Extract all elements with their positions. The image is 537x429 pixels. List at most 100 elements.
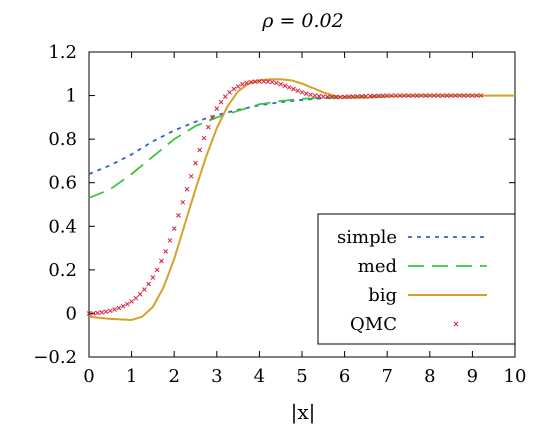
qmc-point bbox=[180, 199, 186, 205]
qmc-point bbox=[380, 93, 386, 99]
qmc-point bbox=[478, 93, 484, 98]
qmc-point bbox=[142, 287, 147, 292]
legend-label-simple: simple bbox=[337, 227, 397, 248]
qmc-point bbox=[244, 80, 249, 86]
qmc-point bbox=[235, 84, 241, 89]
qmc-point bbox=[291, 86, 296, 92]
qmc-point bbox=[346, 94, 352, 100]
legend-box bbox=[317, 213, 516, 345]
y-tick-label: 0.8 bbox=[48, 129, 77, 150]
qmc-point bbox=[278, 81, 284, 87]
qmc-point bbox=[359, 93, 364, 99]
legend-label-med: med bbox=[358, 256, 397, 277]
qmc-point bbox=[355, 94, 360, 99]
x-tick-label: 4 bbox=[254, 366, 265, 387]
qmc-point bbox=[325, 94, 330, 100]
series-line-med bbox=[88, 94, 515, 199]
qmc-point bbox=[129, 299, 134, 304]
qmc-point bbox=[465, 93, 471, 98]
qmc-point bbox=[448, 93, 454, 98]
qmc-point bbox=[303, 91, 309, 96]
x-tick-label: 5 bbox=[296, 366, 307, 387]
qmc-point bbox=[120, 303, 126, 309]
qmc-point bbox=[222, 94, 228, 100]
y-tick-label: 0.6 bbox=[48, 173, 77, 194]
axes-layer: 0 1 2 3 4 5 6 7 8 9 10 −0.2 0 0.2 0.4 0.6 0.8 1 1.2 bbox=[33, 42, 526, 387]
qmc-point bbox=[414, 93, 420, 98]
qmc-point bbox=[240, 81, 245, 87]
qmc-point bbox=[176, 213, 181, 218]
qmc-point bbox=[261, 79, 267, 84]
qmc-point bbox=[435, 93, 441, 98]
qmc-point bbox=[95, 310, 100, 316]
qmc-point bbox=[393, 93, 399, 98]
y-tick-label: 1.2 bbox=[48, 42, 77, 63]
qmc-point bbox=[329, 94, 335, 100]
qmc-point bbox=[265, 79, 271, 84]
y-tick-label: −0.2 bbox=[33, 347, 77, 368]
qmc-point bbox=[210, 115, 215, 120]
qmc-point bbox=[312, 93, 318, 98]
qmc-point bbox=[171, 226, 177, 231]
y-tick-label: 0 bbox=[66, 303, 77, 324]
qmc-point bbox=[316, 93, 322, 99]
qmc-point bbox=[197, 147, 203, 153]
qmc-point bbox=[410, 93, 416, 98]
qmc-point bbox=[418, 93, 424, 98]
qmc-point bbox=[218, 99, 224, 105]
legend-marker-QMC bbox=[453, 321, 459, 327]
qmc-point bbox=[184, 186, 190, 192]
series-line-simple bbox=[88, 94, 515, 175]
qmc-point bbox=[252, 79, 258, 84]
qmc-point bbox=[457, 93, 462, 98]
legend: simple med big QMC bbox=[317, 213, 516, 345]
qmc-point bbox=[257, 79, 262, 84]
qmc-point bbox=[231, 86, 237, 92]
y-tick-label: 0.4 bbox=[48, 216, 77, 237]
x-tick-label: 0 bbox=[83, 366, 94, 387]
x-tick-label: 6 bbox=[339, 366, 350, 387]
qmc-point bbox=[86, 311, 92, 316]
qmc-point bbox=[214, 106, 220, 111]
qmc-point bbox=[124, 301, 130, 307]
qmc-point bbox=[188, 173, 194, 179]
qmc-point bbox=[159, 258, 164, 264]
qmc-point bbox=[431, 93, 437, 98]
x-tick-label: 10 bbox=[504, 366, 527, 387]
qmc-point bbox=[167, 238, 173, 243]
qmc-point bbox=[444, 93, 450, 98]
qmc-point bbox=[342, 94, 347, 100]
qmc-point bbox=[333, 94, 339, 100]
x-tick-label: 3 bbox=[211, 366, 222, 387]
qmc-point bbox=[193, 160, 198, 166]
qmc-point bbox=[295, 88, 301, 94]
qmc-point bbox=[453, 93, 458, 98]
qmc-point bbox=[90, 311, 96, 316]
qmc-point bbox=[440, 93, 445, 98]
qmc-point bbox=[112, 307, 117, 312]
qmc-point bbox=[274, 80, 279, 86]
x-tick-label: 8 bbox=[424, 366, 435, 387]
qmc-point bbox=[461, 93, 467, 98]
qmc-point bbox=[427, 93, 433, 98]
y-tick-label: 0.2 bbox=[48, 260, 77, 281]
qmc-point bbox=[150, 275, 156, 280]
qmc-point bbox=[337, 94, 343, 100]
x-axis-label: |x| bbox=[291, 400, 316, 425]
qmc-point bbox=[137, 291, 143, 297]
qmc-point bbox=[146, 281, 151, 287]
qmc-point bbox=[201, 135, 207, 141]
qmc-point bbox=[299, 89, 305, 95]
series-layer bbox=[86, 78, 515, 321]
y-tick-label: 1 bbox=[66, 86, 77, 107]
qmc-point bbox=[282, 83, 288, 89]
x-tick-label: 7 bbox=[381, 366, 392, 387]
x-tick-label: 1 bbox=[126, 366, 137, 387]
legend-label-big: big bbox=[368, 285, 397, 306]
qmc-point bbox=[107, 308, 113, 314]
qmc-point bbox=[363, 93, 369, 99]
qmc-point bbox=[227, 89, 232, 95]
qmc-point bbox=[163, 248, 169, 254]
qmc-point bbox=[308, 92, 313, 98]
